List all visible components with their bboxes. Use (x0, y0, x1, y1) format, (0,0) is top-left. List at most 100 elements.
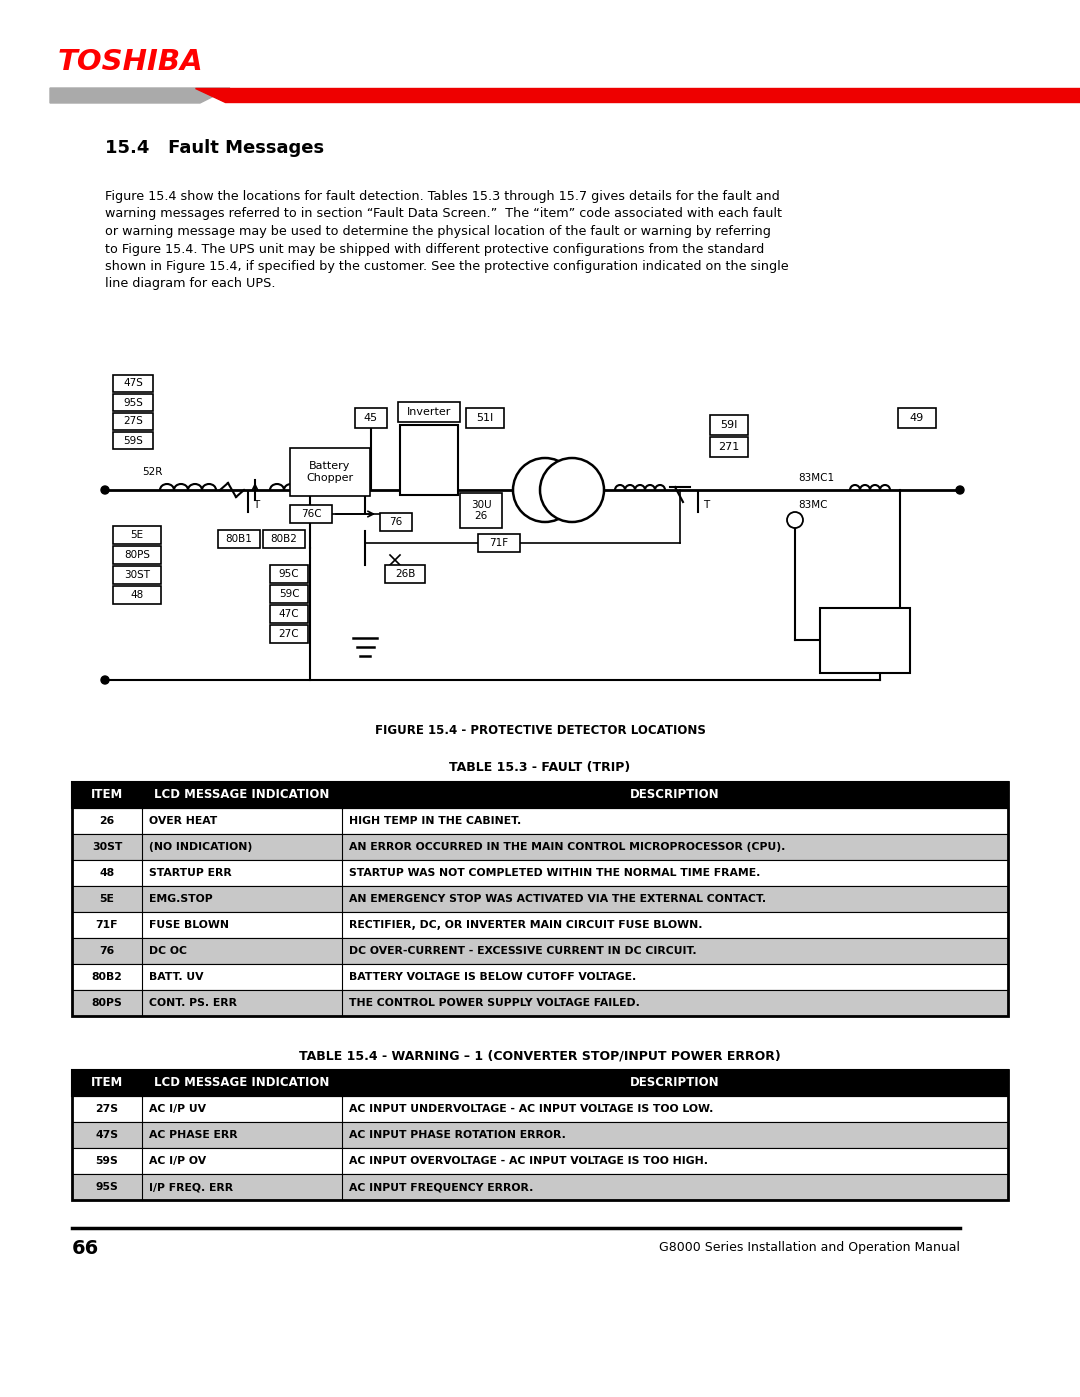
Text: 27S: 27S (123, 416, 143, 426)
Bar (72, 861, 1008, 886)
Bar (400, 425, 458, 495)
Text: Inverter: Inverter (407, 407, 451, 416)
Text: THE CONTROL POWER SUPPLY VOLTAGE FAILED.: THE CONTROL POWER SUPPLY VOLTAGE FAILED. (349, 997, 639, 1009)
Text: LCD MESSAGE INDICATION: LCD MESSAGE INDICATION (154, 1077, 329, 1090)
Text: shown in Figure 15.4, if specified by the customer. See the protective configura: shown in Figure 15.4, if specified by th… (105, 260, 788, 272)
Text: TABLE 15.3 - FAULT (TRIP): TABLE 15.3 - FAULT (TRIP) (449, 761, 631, 774)
Text: 5E: 5E (99, 894, 114, 904)
Text: AC INPUT OVERVOLTAGE - AC INPUT VOLTAGE IS TOO HIGH.: AC INPUT OVERVOLTAGE - AC INPUT VOLTAGE … (349, 1155, 708, 1166)
Bar (291, 504, 332, 522)
Bar (72, 937, 1008, 964)
Bar (72, 782, 1008, 807)
Bar (478, 534, 519, 552)
Text: 83BF: 83BF (850, 655, 876, 665)
Text: DESCRIPTION: DESCRIPTION (631, 1077, 719, 1090)
Text: 80PS: 80PS (124, 550, 150, 560)
Text: 71F: 71F (96, 921, 118, 930)
Text: AC INPUT PHASE ROTATION ERROR.: AC INPUT PHASE ROTATION ERROR. (349, 1130, 566, 1140)
Text: 83MC1: 83MC1 (798, 474, 834, 483)
Bar (72, 807, 1008, 834)
Text: warning messages referred to in section “Fault Data Screen.”  The “item” code as: warning messages referred to in section … (105, 208, 782, 221)
Text: Figure 15.4 show the locations for fault detection. Tables 15.3 through 15.7 giv: Figure 15.4 show the locations for fault… (105, 190, 780, 203)
Text: AC INPUT UNDERVOLTAGE - AC INPUT VOLTAGE IS TOO LOW.: AC INPUT UNDERVOLTAGE - AC INPUT VOLTAGE… (349, 1104, 714, 1113)
Text: 95S: 95S (123, 398, 143, 408)
Text: 30ST: 30ST (124, 570, 150, 580)
Text: Battery
Chopper: Battery Chopper (307, 461, 353, 483)
Text: BATT. UV: BATT. UV (149, 972, 203, 982)
Bar (72, 964, 1008, 990)
Text: RECTIFIER, DC, OR INVERTER MAIN CIRCUIT FUSE BLOWN.: RECTIFIER, DC, OR INVERTER MAIN CIRCUIT … (349, 921, 702, 930)
Bar (820, 608, 910, 673)
Bar (113, 546, 161, 564)
Text: 52R: 52R (141, 467, 162, 476)
Circle shape (102, 676, 109, 685)
Text: ITEM: ITEM (91, 788, 123, 802)
Text: 47S: 47S (95, 1130, 119, 1140)
Text: 59C: 59C (279, 590, 299, 599)
Text: AN EMERGENCY STOP WAS ACTIVATED VIA THE EXTERNAL CONTACT.: AN EMERGENCY STOP WAS ACTIVATED VIA THE … (349, 894, 766, 904)
Bar (72, 1173, 1008, 1200)
Bar (72, 834, 1008, 861)
Text: G8000 Series Installation and Operation Manual: G8000 Series Installation and Operation … (659, 1242, 960, 1255)
Text: BATTERY VOLTAGE IS BELOW CUTOFF VOLTAGE.: BATTERY VOLTAGE IS BELOW CUTOFF VOLTAGE. (349, 972, 636, 982)
Text: 83MC: 83MC (798, 500, 827, 510)
Text: ITEM: ITEM (91, 1077, 123, 1090)
Text: 48: 48 (99, 868, 114, 877)
Bar (380, 513, 411, 531)
Text: STARTUP ERR: STARTUP ERR (149, 868, 232, 877)
Bar (72, 1097, 1008, 1122)
Text: or warning message may be used to determine the physical location of the fault o: or warning message may be used to determ… (105, 225, 771, 237)
Text: to Figure 15.4. The UPS unit may be shipped with different protective configurat: to Figure 15.4. The UPS unit may be ship… (105, 243, 765, 256)
Text: I/P FREQ. ERR: I/P FREQ. ERR (149, 1182, 233, 1192)
Text: 80B2: 80B2 (92, 972, 122, 982)
Text: AN ERROR OCCURRED IN THE MAIN CONTROL MICROPROCESSOR (CPU).: AN ERROR OCCURRED IN THE MAIN CONTROL MI… (349, 842, 785, 852)
Bar (72, 1148, 1008, 1173)
Text: T: T (253, 500, 259, 510)
Bar (355, 408, 387, 427)
Text: DESCRIPTION: DESCRIPTION (631, 788, 719, 802)
Text: 30ST: 30ST (92, 842, 122, 852)
Bar (897, 408, 936, 427)
Bar (113, 394, 153, 411)
Bar (270, 564, 308, 583)
Bar (72, 782, 1008, 1016)
Text: 5E: 5E (131, 529, 144, 541)
Text: AC INPUT FREQUENCY ERROR.: AC INPUT FREQUENCY ERROR. (349, 1182, 534, 1192)
Text: DC OC: DC OC (149, 946, 187, 956)
Bar (72, 886, 1008, 912)
Bar (270, 624, 308, 643)
Bar (72, 1070, 1008, 1200)
Text: TABLE 15.4 - WARNING – 1 (CONVERTER STOP/INPUT POWER ERROR): TABLE 15.4 - WARNING – 1 (CONVERTER STOP… (299, 1049, 781, 1063)
Text: 80PS: 80PS (92, 997, 122, 1009)
Bar (113, 527, 161, 543)
Bar (399, 402, 460, 422)
Bar (460, 493, 502, 528)
Bar (72, 912, 1008, 937)
Text: TOSHIBA: TOSHIBA (58, 47, 204, 75)
Text: 48: 48 (131, 590, 144, 599)
Text: 76: 76 (390, 517, 403, 527)
Text: HIGH TEMP IN THE CABINET.: HIGH TEMP IN THE CABINET. (349, 816, 522, 826)
Circle shape (787, 511, 804, 528)
Bar (113, 585, 161, 604)
Bar (72, 990, 1008, 1016)
Circle shape (540, 458, 604, 522)
Text: 66: 66 (72, 1239, 99, 1257)
Text: 47C: 47C (279, 609, 299, 619)
Text: 271: 271 (718, 441, 740, 453)
Text: AC I/P UV: AC I/P UV (149, 1104, 206, 1113)
Bar (72, 1122, 1008, 1148)
Text: LCD MESSAGE INDICATION: LCD MESSAGE INDICATION (154, 788, 329, 802)
Text: 76: 76 (99, 946, 114, 956)
Bar (270, 605, 308, 623)
Text: 26: 26 (99, 816, 114, 826)
Text: 59I: 59I (720, 420, 738, 430)
Text: (NO INDICATION): (NO INDICATION) (149, 842, 253, 852)
Text: 59S: 59S (96, 1155, 119, 1166)
Text: AC I/P OV: AC I/P OV (149, 1155, 206, 1166)
Text: T: T (703, 500, 710, 510)
Circle shape (956, 486, 964, 495)
Text: FUSE BLOWN: FUSE BLOWN (149, 921, 229, 930)
Bar (72, 1070, 1008, 1097)
Text: EMG.STOP: EMG.STOP (149, 894, 213, 904)
